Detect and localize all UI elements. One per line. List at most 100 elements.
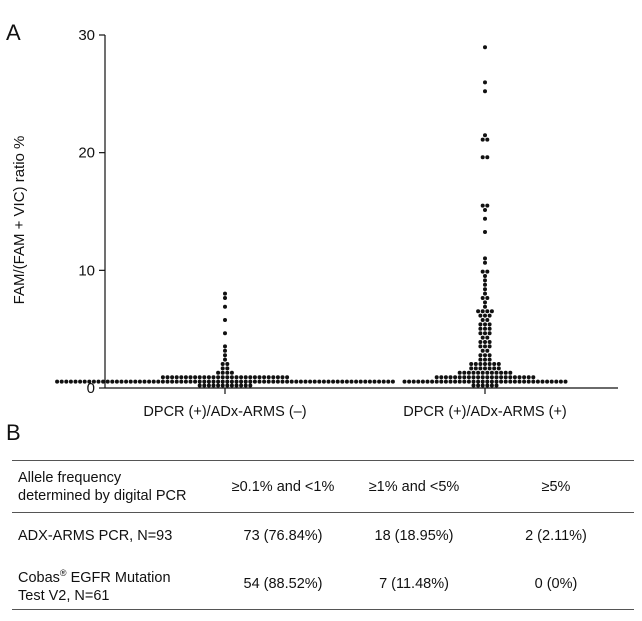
table-cell: 54 (88.52%)	[243, 576, 323, 593]
data-point	[340, 379, 345, 384]
table-row: ADX-ARMS PCR, N=93 73 (76.84%) 18 (18.95…	[12, 513, 634, 560]
data-point	[280, 379, 285, 384]
data-point	[229, 375, 234, 380]
data-point	[202, 375, 207, 380]
data-point	[223, 296, 227, 300]
data-point	[411, 379, 416, 384]
data-point	[483, 133, 487, 138]
data-point	[216, 379, 221, 384]
data-point	[165, 379, 170, 384]
data-point	[489, 370, 494, 375]
data-point	[211, 379, 216, 384]
data-point	[223, 344, 227, 349]
data-point	[494, 379, 499, 384]
table-cell: 73 (76.84%)	[243, 528, 323, 545]
data-point	[262, 375, 267, 380]
data-point	[545, 379, 550, 384]
data-point	[216, 375, 221, 380]
data-point	[55, 379, 60, 384]
data-point	[483, 313, 487, 318]
data-point	[220, 379, 225, 384]
data-point	[478, 340, 483, 344]
data-point	[480, 348, 485, 353]
data-point	[483, 340, 487, 344]
data-point	[156, 379, 161, 384]
data-point	[243, 379, 248, 384]
header-cell: ≥5%	[541, 478, 571, 495]
data-point	[453, 379, 458, 384]
data-point	[234, 379, 239, 384]
data-point	[206, 375, 211, 380]
data-point	[483, 278, 487, 283]
data-point	[531, 375, 536, 380]
data-point	[522, 375, 527, 380]
data-point	[483, 45, 487, 50]
data-point	[503, 370, 508, 375]
data-point	[234, 375, 239, 380]
data-point	[68, 379, 73, 384]
data-point	[558, 379, 563, 384]
data-point	[483, 357, 487, 362]
data-point	[473, 362, 478, 366]
data-point	[469, 362, 474, 366]
data-point	[275, 379, 280, 384]
data-point	[480, 383, 485, 388]
data-point	[367, 379, 372, 384]
data-point	[489, 375, 494, 380]
data-point	[483, 353, 487, 358]
data-point	[483, 304, 487, 309]
data-point	[462, 370, 467, 375]
data-point	[549, 379, 554, 384]
data-point	[160, 379, 165, 384]
data-point	[225, 375, 230, 380]
data-point	[483, 300, 487, 305]
data-point	[487, 322, 492, 327]
data-point	[124, 379, 129, 384]
data-point	[425, 379, 430, 384]
data-point	[402, 379, 407, 384]
data-point	[483, 287, 487, 292]
data-point	[243, 383, 248, 388]
data-point	[508, 379, 513, 384]
data-point	[193, 379, 198, 384]
registered-mark: ®	[59, 567, 67, 578]
data-point	[271, 379, 276, 384]
data-point	[243, 375, 248, 380]
y-tick-label: 0	[87, 380, 95, 397]
data-point	[508, 375, 513, 380]
data-point	[193, 375, 198, 380]
data-point	[485, 379, 490, 384]
data-point	[483, 208, 487, 212]
data-point	[197, 375, 202, 380]
chart-axes: 0 10 20 30 DPCR (+)/ADx-ARMS (–) DPCR (+)/ADx…	[78, 27, 618, 420]
data-point	[485, 269, 490, 274]
data-point	[462, 379, 467, 384]
data-point	[485, 383, 490, 388]
data-point	[248, 379, 253, 384]
data-point	[483, 230, 487, 234]
data-point	[485, 309, 490, 314]
data-point	[487, 331, 492, 336]
row-label-pre: Cobas	[18, 569, 60, 586]
data-point	[471, 383, 476, 388]
data-point	[216, 370, 221, 375]
data-point	[453, 375, 458, 380]
data-point	[478, 344, 483, 349]
data-point	[220, 383, 225, 388]
y-axis-label: FAM/(FAM + VIC) ratio %	[11, 136, 28, 305]
data-point	[494, 370, 499, 375]
data-point	[526, 375, 531, 380]
data-point	[494, 375, 499, 380]
row-label: ADX-ARMS PCR, N=93	[18, 528, 173, 545]
data-point	[469, 366, 474, 371]
data-point	[443, 375, 448, 380]
data-point	[206, 383, 211, 388]
data-point	[496, 366, 501, 371]
data-point	[386, 379, 391, 384]
data-point	[248, 383, 253, 388]
data-point	[128, 379, 133, 384]
data-point	[308, 379, 313, 384]
data-point	[478, 357, 483, 362]
data-point	[485, 296, 490, 300]
data-point	[197, 383, 202, 388]
